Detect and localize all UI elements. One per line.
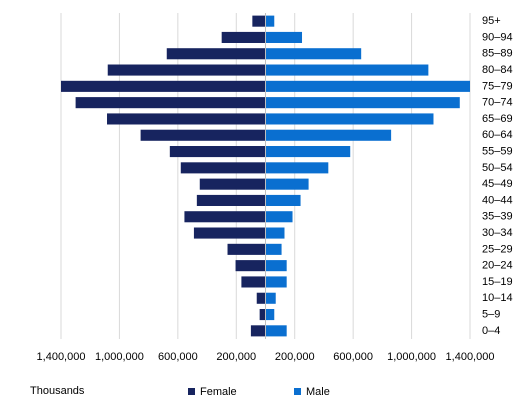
bar (265, 48, 362, 60)
y-tick-label: 50–54 (482, 162, 513, 174)
bar (61, 80, 266, 92)
bar (169, 146, 266, 158)
bar (265, 178, 309, 190)
y-tick-label: 65–69 (482, 113, 513, 125)
y-tick-label: 40–44 (482, 194, 513, 206)
bar (265, 162, 329, 174)
y-tick-label: 5–9 (482, 308, 500, 320)
x-tick-label: 600,000 (158, 351, 198, 363)
bar (256, 292, 266, 304)
y-tick-label: 45–49 (482, 178, 513, 190)
bar (199, 178, 266, 190)
y-tick-label: 70–74 (482, 97, 513, 109)
bar (265, 292, 276, 304)
y-tick-label: 90–94 (482, 31, 513, 43)
x-axis-label: Thousands (30, 385, 85, 397)
y-tick-label: 60–64 (482, 129, 513, 141)
bar (241, 276, 266, 288)
y-tick-label: 10–14 (482, 292, 513, 304)
x-tick-label: 200,000 (216, 351, 256, 363)
bar (265, 146, 351, 158)
legend-swatch (294, 388, 301, 395)
bar (265, 97, 460, 109)
x-tick-label: 1,000,000 (95, 351, 144, 363)
bar (75, 97, 266, 109)
y-tick-label: 20–24 (482, 260, 513, 272)
bar (265, 129, 392, 141)
bar (235, 260, 266, 272)
bar (184, 211, 266, 223)
bar (265, 15, 275, 27)
y-tick-label: 35–39 (482, 211, 513, 223)
bar (252, 15, 266, 27)
bar (265, 113, 434, 125)
bar (193, 227, 266, 239)
x-tick-label: 1,000,000 (387, 351, 436, 363)
bar (107, 64, 266, 76)
y-tick-label: 15–19 (482, 276, 513, 288)
legend-label: Male (306, 386, 330, 398)
bar (180, 162, 266, 174)
x-tick-label: 1,400,000 (446, 351, 495, 363)
y-tick-label: 30–34 (482, 227, 513, 239)
bar (250, 325, 266, 337)
bar (265, 211, 293, 223)
legend-swatch (188, 388, 195, 395)
bar (265, 276, 287, 288)
y-tick-label: 0–4 (482, 325, 500, 337)
bar (227, 243, 266, 255)
y-tick-label: 55–59 (482, 145, 513, 157)
bar (107, 113, 266, 125)
bar (166, 48, 266, 60)
y-tick-label: 95+ (482, 15, 501, 27)
bar (265, 309, 275, 321)
y-tick-label: 25–29 (482, 243, 513, 255)
x-tick-label: 1,400,000 (37, 351, 86, 363)
bar (221, 31, 266, 43)
y-tick-label: 75–79 (482, 80, 513, 92)
x-tick-label: 600,000 (333, 351, 373, 363)
bar (196, 194, 266, 206)
bar (265, 80, 470, 92)
y-tick-label: 80–84 (482, 64, 513, 76)
bar (265, 64, 429, 76)
legend-label: Female (200, 386, 237, 398)
bar (265, 227, 285, 239)
bar (265, 31, 303, 43)
bar (265, 243, 282, 255)
bar (140, 129, 266, 141)
x-tick-label: 200,000 (275, 351, 315, 363)
bar (265, 325, 287, 337)
bar (265, 194, 301, 206)
y-tick-label: 85–89 (482, 48, 513, 60)
bar (259, 309, 266, 321)
bar (265, 260, 287, 272)
